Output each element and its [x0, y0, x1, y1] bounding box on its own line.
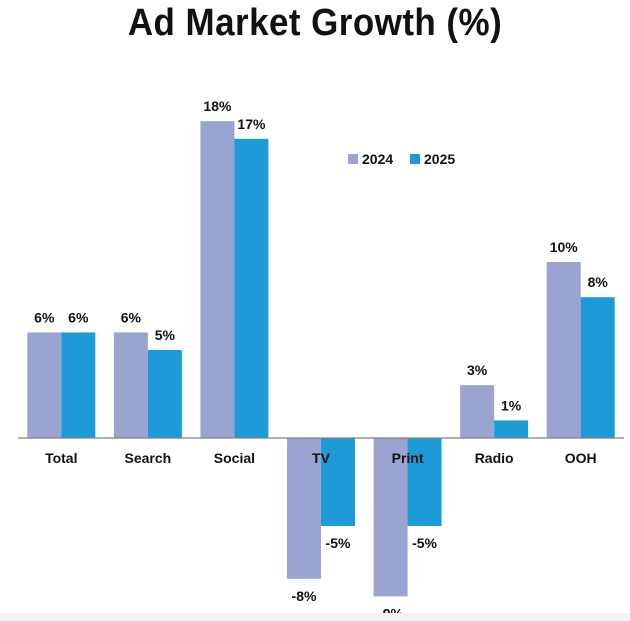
bar-tv-2025: [321, 438, 355, 526]
category-label-radio: Radio: [475, 450, 514, 466]
legend-swatch-2024: [348, 154, 358, 164]
bar-print-2024: [373, 438, 408, 597]
bars-layer: [27, 121, 615, 597]
labels-layer: 6% 6% Total 6% 5% Search 18% 17% Social -8% -5% TV -…: [34, 98, 608, 621]
bar-print-2025: [407, 438, 442, 526]
data-label-tv-2025: -5%: [326, 535, 351, 551]
data-label-search-2024: 6%: [121, 309, 142, 325]
bar-radio-2024: [460, 385, 495, 438]
category-label-search: Search: [125, 450, 172, 466]
category-label-ooh: OOH: [565, 450, 597, 466]
data-label-radio-2024: 3%: [467, 362, 488, 378]
data-label-radio-2025: 1%: [501, 397, 522, 413]
data-label-total-2024: 6%: [34, 309, 55, 325]
category-label-tv: TV: [312, 450, 331, 466]
data-label-search-2025: 5%: [155, 327, 176, 343]
data-label-ooh-2025: 8%: [588, 274, 609, 290]
data-label-tv-2024: -8%: [292, 588, 317, 604]
bar-total-2025: [61, 332, 96, 438]
legend-label-2025: 2025: [424, 151, 455, 167]
legend: 2024 2025: [348, 151, 455, 167]
data-label-print-2025: -5%: [412, 535, 437, 551]
bar-ooh-2025: [580, 297, 615, 438]
category-label-print: Print: [392, 450, 424, 466]
bar-social-2025: [234, 138, 269, 439]
bar-total-2024: [27, 332, 62, 438]
data-label-social-2024: 18%: [203, 98, 232, 114]
bar-search-2025: [147, 350, 182, 438]
bar-radio-2025: [494, 420, 529, 438]
bottom-strip: [0, 613, 630, 621]
category-label-total: Total: [45, 450, 77, 466]
data-label-total-2025: 6%: [68, 309, 89, 325]
legend-swatch-2025: [410, 154, 420, 164]
data-label-social-2025: 17%: [237, 116, 266, 132]
bar-search-2024: [113, 332, 148, 438]
bar-ooh-2024: [546, 262, 581, 438]
category-label-social: Social: [214, 450, 255, 466]
legend-label-2024: 2024: [362, 151, 393, 167]
bar-social-2024: [200, 121, 235, 438]
bar-tv-2024: [287, 438, 321, 579]
data-label-ooh-2024: 10%: [550, 239, 579, 255]
chart-title: Ad Market Growth (%): [127, 2, 503, 44]
